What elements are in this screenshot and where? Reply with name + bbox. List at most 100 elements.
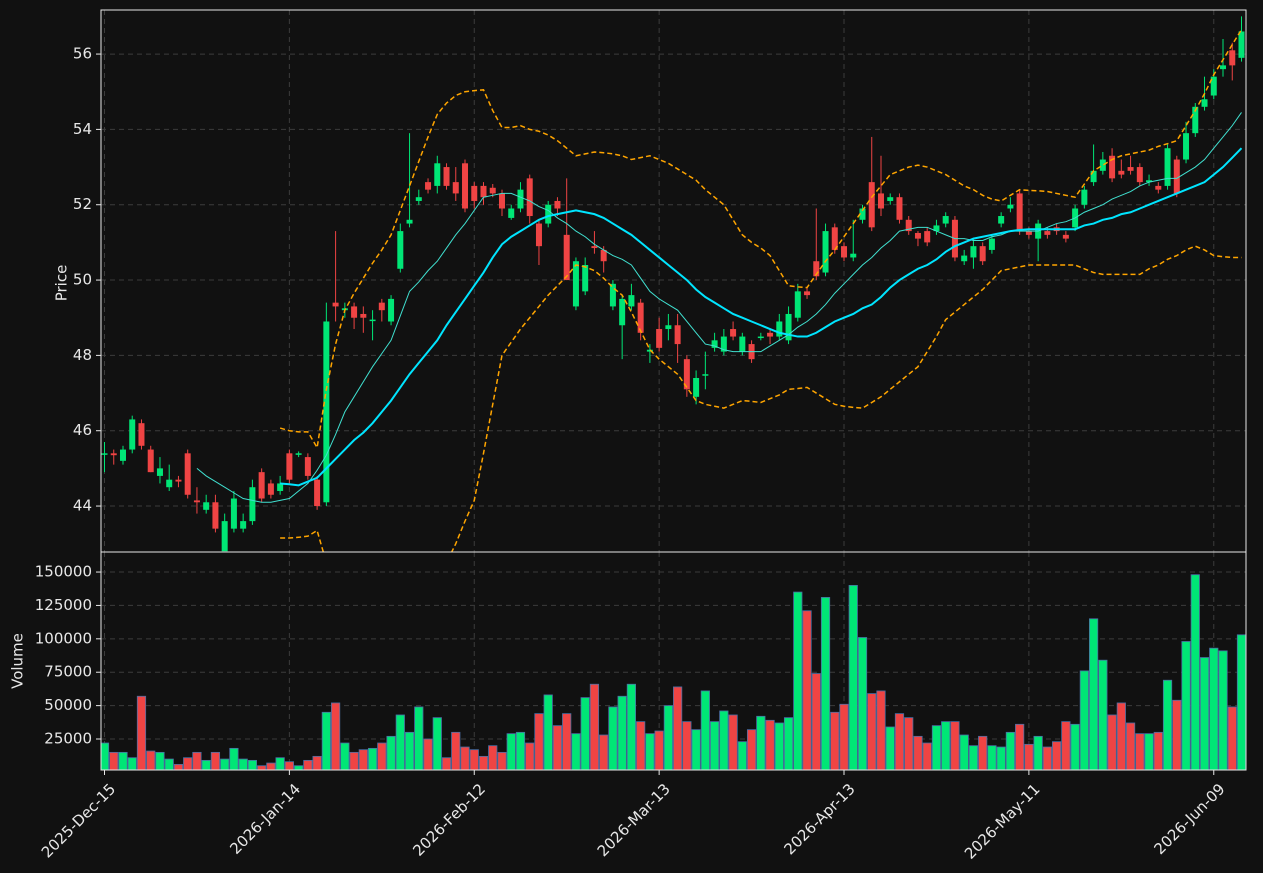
candle-body bbox=[480, 185, 487, 198]
volume-bar bbox=[913, 735, 923, 770]
candle-body bbox=[600, 249, 607, 262]
candle-body bbox=[1081, 189, 1088, 205]
y-tick-label: 52 bbox=[73, 195, 92, 213]
volume-bar bbox=[238, 758, 248, 770]
candle-body bbox=[554, 200, 561, 209]
candle-body bbox=[129, 419, 136, 450]
y-tick-label: 56 bbox=[73, 45, 92, 63]
volume-bar bbox=[451, 731, 461, 770]
volume-bar bbox=[811, 673, 821, 770]
candle-body bbox=[1155, 185, 1162, 190]
volume-bar bbox=[802, 610, 812, 770]
volume-bar bbox=[386, 735, 396, 770]
volume-axis-label: Volume bbox=[9, 633, 27, 689]
volume-bar bbox=[589, 683, 600, 770]
volume-bar bbox=[617, 695, 627, 770]
volume-bar bbox=[525, 742, 535, 770]
candle-body bbox=[831, 227, 838, 250]
candle-body bbox=[166, 479, 173, 488]
candle-body bbox=[877, 193, 884, 209]
volume-bar bbox=[201, 759, 211, 770]
candle-body bbox=[1183, 133, 1190, 160]
candle-body bbox=[443, 167, 450, 186]
volume-bar bbox=[1098, 659, 1108, 770]
volume-bar bbox=[876, 690, 886, 770]
volume-bar bbox=[700, 690, 710, 770]
volume-bar bbox=[950, 721, 960, 770]
candle-body bbox=[489, 187, 496, 194]
candle-body bbox=[1173, 159, 1180, 194]
y-tick-label: 25000 bbox=[44, 730, 92, 748]
candle-body bbox=[378, 302, 385, 311]
candle-body bbox=[739, 336, 746, 352]
candle-body bbox=[462, 163, 469, 209]
volume-bar bbox=[1181, 641, 1191, 770]
candle-body bbox=[1016, 193, 1023, 232]
candle-body bbox=[868, 182, 875, 228]
candle-body bbox=[572, 261, 579, 307]
candle-body bbox=[776, 321, 783, 337]
candle-body bbox=[896, 197, 903, 220]
candle-body bbox=[147, 449, 154, 473]
candle-body bbox=[360, 313, 367, 318]
volume-bar bbox=[1190, 574, 1200, 770]
volume-bar bbox=[432, 717, 442, 770]
volume-bar bbox=[164, 758, 174, 770]
volume-bar bbox=[101, 742, 110, 770]
candle-body bbox=[415, 197, 422, 201]
candle-body bbox=[674, 325, 681, 345]
volume-bar bbox=[367, 747, 378, 770]
candle-body bbox=[887, 197, 894, 201]
candle-body bbox=[1238, 31, 1245, 58]
volume-bar bbox=[885, 726, 895, 770]
volume-bar bbox=[330, 702, 341, 770]
candle-body bbox=[545, 204, 552, 224]
volume-bar bbox=[534, 713, 544, 770]
candle-body bbox=[1220, 65, 1227, 70]
candle-body bbox=[563, 234, 570, 281]
volume-bar bbox=[691, 729, 701, 770]
volume-bar bbox=[404, 731, 415, 770]
volume-bar bbox=[571, 733, 581, 770]
volume-bar bbox=[478, 755, 489, 770]
volume-bar bbox=[173, 763, 184, 770]
volume-bar bbox=[1172, 699, 1182, 770]
band-line bbox=[279, 29, 1243, 450]
volume-bar bbox=[543, 694, 553, 770]
volume-bar bbox=[303, 759, 313, 770]
volume-bar bbox=[1088, 618, 1099, 770]
candle-body bbox=[240, 521, 247, 529]
candle-body bbox=[1201, 99, 1208, 107]
volume-bar bbox=[1061, 721, 1071, 770]
candle-body bbox=[110, 453, 117, 456]
candle-body bbox=[1044, 231, 1051, 235]
candle-body bbox=[277, 483, 284, 491]
candle-body bbox=[859, 208, 866, 220]
candle-body bbox=[212, 502, 219, 529]
volume-bar bbox=[1162, 679, 1173, 770]
volume-bar bbox=[284, 761, 294, 770]
volume-bar bbox=[1125, 722, 1136, 770]
volume-bar bbox=[469, 749, 479, 770]
candle-body bbox=[850, 253, 857, 258]
volume-bar bbox=[441, 757, 452, 770]
volume-bar bbox=[358, 749, 368, 770]
volume-bar bbox=[118, 751, 128, 770]
volume-bar bbox=[109, 751, 119, 770]
candle-body bbox=[1164, 148, 1171, 186]
candle-body bbox=[979, 246, 986, 262]
candle-body bbox=[822, 231, 829, 273]
candle-body bbox=[1007, 204, 1014, 209]
candle-body bbox=[813, 261, 820, 277]
candle-body bbox=[591, 246, 598, 249]
candle-body bbox=[767, 332, 774, 337]
volume-bar bbox=[996, 746, 1006, 770]
volume-bar bbox=[608, 706, 618, 770]
volume-bar bbox=[146, 750, 156, 770]
candle-body bbox=[637, 302, 644, 333]
volume-bar bbox=[848, 584, 858, 770]
volume-bar bbox=[645, 733, 655, 770]
volume-bar bbox=[941, 721, 951, 770]
y-tick-label: 44 bbox=[73, 497, 92, 515]
